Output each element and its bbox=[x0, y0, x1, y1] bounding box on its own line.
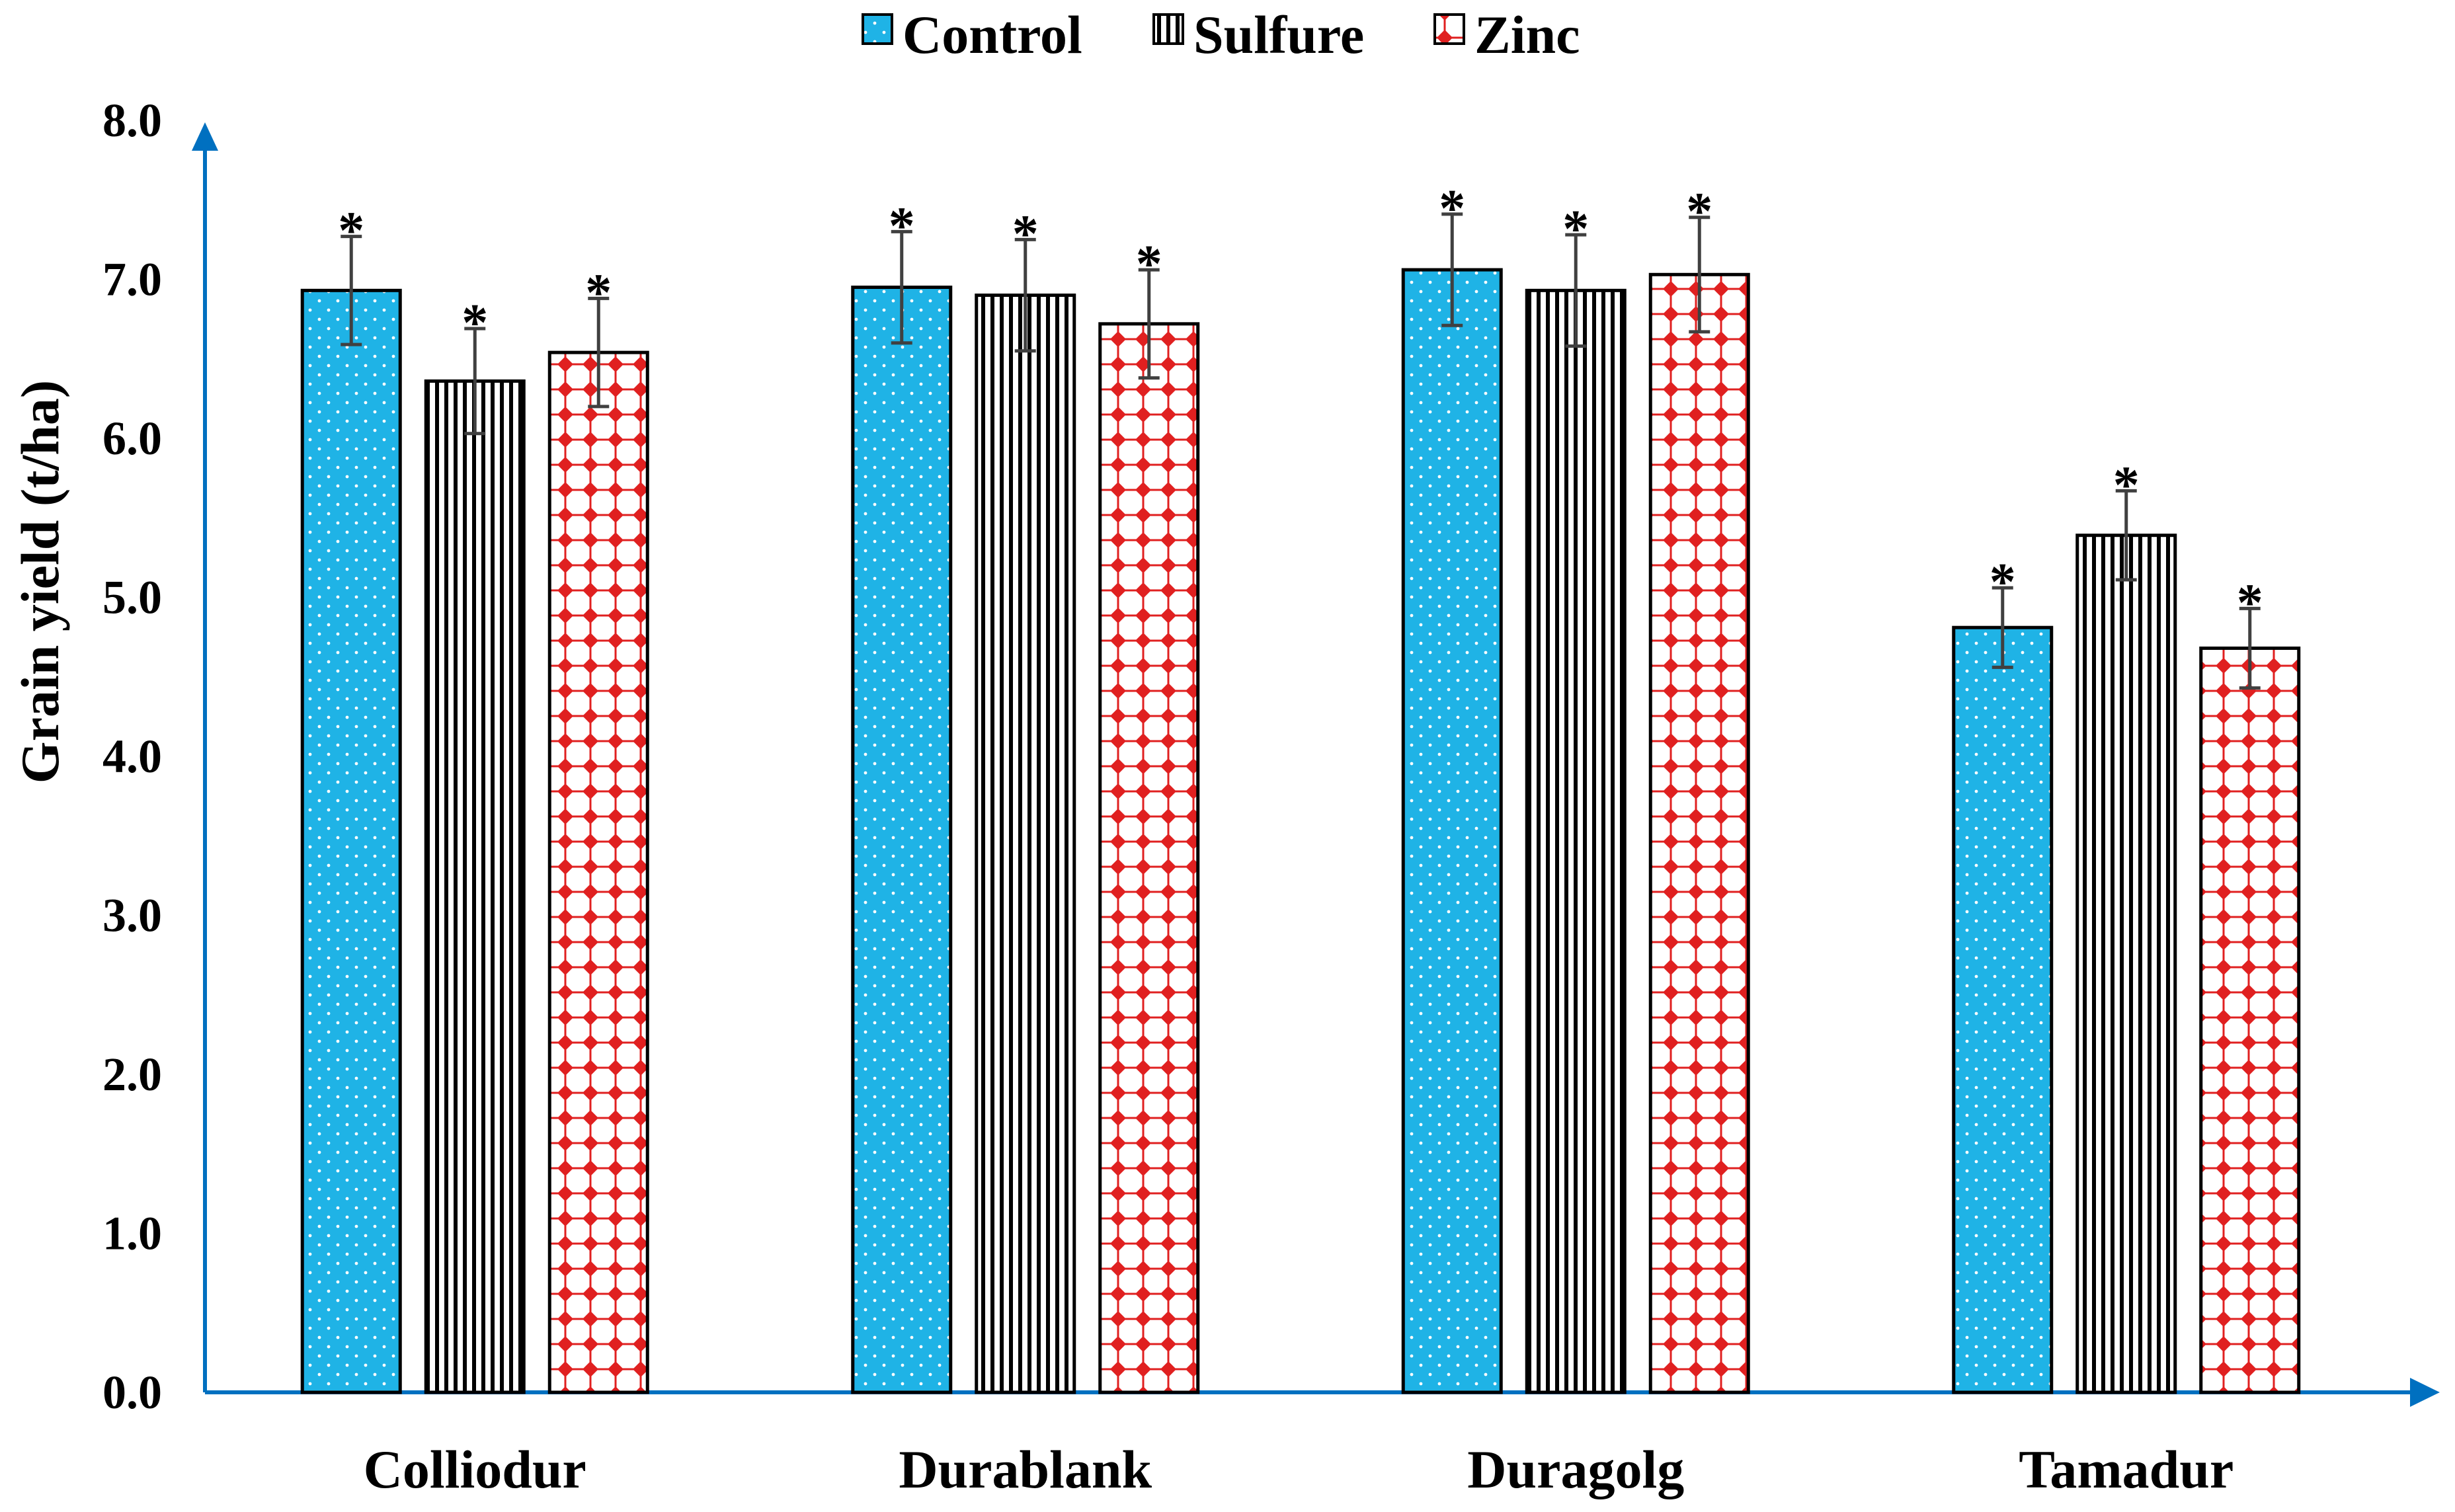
y-axis-title: Grain yield (t/ha) bbox=[10, 380, 70, 783]
bar-zinc bbox=[1648, 272, 1750, 1394]
error-bar bbox=[2239, 606, 2261, 690]
x-tick-label: Colliodur bbox=[364, 1439, 586, 1499]
significance-marker: * bbox=[338, 202, 364, 260]
y-tick-label: 5.0 bbox=[102, 571, 162, 624]
y-axis-arrow bbox=[192, 122, 218, 151]
error-bar bbox=[464, 327, 486, 436]
legend-label-control: Control bbox=[903, 5, 1082, 65]
y-axis: 0.0 1.0 2.0 3.0 4.0 5.0 6.0 7.0 8.0 bbox=[102, 94, 218, 1419]
error-bar bbox=[891, 229, 912, 345]
significance-marker: * bbox=[1136, 235, 1162, 294]
x-tick-label: Duragolg bbox=[1467, 1439, 1684, 1499]
y-tick-label: 8.0 bbox=[102, 94, 162, 147]
bar-zinc bbox=[1098, 322, 1200, 1394]
significance-marker: * bbox=[1686, 183, 1712, 241]
significance-marker: * bbox=[2113, 456, 2140, 514]
y-tick-label: 3.0 bbox=[102, 889, 162, 942]
significance-marker: * bbox=[1562, 200, 1589, 259]
legend-swatch-zinc bbox=[1433, 13, 1465, 45]
error-bar bbox=[1992, 586, 2013, 669]
legend-swatch-control bbox=[862, 13, 893, 45]
error-bar bbox=[1014, 237, 1036, 353]
significance-marker: * bbox=[1012, 205, 1039, 263]
y-tick-label: 2.0 bbox=[102, 1048, 162, 1101]
error-bar bbox=[588, 296, 610, 409]
y-tick-label: 6.0 bbox=[102, 412, 162, 465]
x-axis-arrow bbox=[2410, 1378, 2440, 1407]
error-bar bbox=[1441, 212, 1463, 327]
bar-control bbox=[300, 288, 402, 1394]
y-tick-label: 4.0 bbox=[102, 730, 162, 783]
y-tick-label: 0.0 bbox=[102, 1366, 162, 1419]
error-bar bbox=[1689, 216, 1710, 334]
bar-sulfure bbox=[2075, 534, 2177, 1394]
y-tick-label: 1.0 bbox=[102, 1207, 162, 1260]
bar-sulfure bbox=[1525, 288, 1627, 1394]
legend: Control Sulfure Zinc bbox=[862, 5, 1580, 65]
legend-label-zinc: Zinc bbox=[1474, 5, 1580, 65]
significance-marker: * bbox=[1439, 180, 1465, 238]
legend-swatch-sulfure bbox=[1152, 13, 1184, 45]
significance-marker: * bbox=[889, 197, 915, 255]
error-bar bbox=[341, 235, 362, 346]
bars: * * * * * * * * * * * * bbox=[300, 180, 2301, 1394]
legend-label-sulfure: Sulfure bbox=[1193, 5, 1364, 65]
bar-control bbox=[1401, 268, 1503, 1394]
x-tick-label: Tamadur bbox=[2019, 1439, 2234, 1499]
x-axis: Colliodur Durablank Duragolg Tamadur bbox=[205, 1378, 2440, 1499]
error-bar bbox=[2115, 489, 2137, 582]
y-tick-label: 7.0 bbox=[102, 253, 162, 306]
significance-marker: * bbox=[462, 294, 488, 352]
significance-marker: * bbox=[585, 264, 612, 322]
bar-zinc bbox=[2199, 646, 2301, 1394]
bar-control bbox=[851, 286, 953, 1394]
significance-marker: * bbox=[2237, 574, 2263, 632]
bar-sulfure bbox=[424, 379, 526, 1394]
x-tick-label: Durablank bbox=[899, 1439, 1152, 1499]
bar-control bbox=[1952, 625, 2054, 1394]
error-bar bbox=[1565, 233, 1587, 348]
bar-zinc bbox=[547, 350, 649, 1394]
bar-sulfure bbox=[975, 294, 1076, 1394]
error-bar bbox=[1138, 268, 1160, 380]
significance-marker: * bbox=[1990, 553, 2016, 612]
